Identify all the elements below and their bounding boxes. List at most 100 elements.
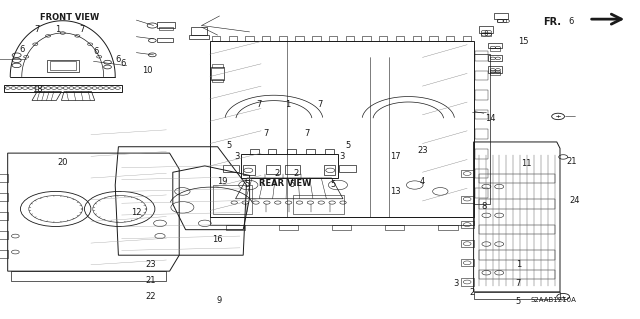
Text: 2: 2 [470, 288, 475, 297]
Text: 3: 3 [339, 152, 344, 161]
Text: 19: 19 [218, 177, 228, 186]
Text: 21: 21 [566, 157, 577, 166]
Bar [250, 149, 259, 154]
Bar [461, 240, 474, 247]
Bar [4, 85, 122, 92]
Bar [0, 193, 8, 201]
Bar [241, 154, 338, 178]
Bar [11, 271, 166, 281]
Bar [189, 35, 209, 39]
Bar [157, 22, 175, 28]
Bar [474, 54, 490, 204]
Bar [268, 149, 276, 154]
Bar [47, 60, 79, 72]
Text: 5: 5 [227, 141, 232, 150]
Bar [461, 259, 474, 266]
Text: 14: 14 [485, 114, 495, 123]
Bar [329, 36, 337, 41]
Bar [306, 149, 315, 154]
Bar [396, 36, 404, 41]
Bar [379, 36, 387, 41]
Bar [296, 36, 304, 41]
Bar [488, 55, 502, 61]
Bar [324, 165, 335, 175]
Text: 17: 17 [390, 152, 401, 161]
Bar [479, 225, 555, 234]
Bar [0, 250, 8, 258]
Text: 5: 5 [516, 297, 521, 306]
Bar [0, 212, 8, 220]
Text: 6: 6 [19, 45, 24, 54]
Bar [475, 169, 488, 178]
Bar [212, 79, 223, 82]
Text: 23: 23 [417, 146, 428, 155]
Bar [50, 61, 76, 70]
Bar [479, 199, 555, 209]
Bar [312, 36, 321, 41]
Text: 5: 5 [244, 180, 250, 189]
Text: 9: 9 [217, 296, 222, 305]
Text: 13: 13 [390, 187, 401, 196]
Bar [362, 36, 371, 41]
Text: 24: 24 [570, 197, 580, 205]
Bar [446, 36, 454, 41]
Bar [385, 225, 404, 230]
Text: 21: 21 [146, 276, 156, 285]
Bar [479, 250, 555, 260]
Bar [479, 174, 555, 183]
Bar [213, 185, 252, 214]
Bar [475, 188, 488, 198]
Bar [494, 13, 508, 19]
Bar [287, 149, 296, 154]
Text: 5: 5 [330, 180, 335, 189]
Bar [210, 217, 474, 225]
Bar [157, 38, 173, 42]
Bar [226, 225, 245, 230]
Bar [475, 149, 488, 159]
Text: 7: 7 [256, 100, 261, 109]
Text: 7: 7 [305, 130, 310, 138]
Text: 1: 1 [516, 260, 521, 269]
Bar [243, 165, 255, 175]
Bar [0, 231, 8, 239]
Bar [339, 165, 356, 172]
Bar [212, 64, 223, 68]
Bar [228, 36, 237, 41]
Text: 22: 22 [146, 292, 156, 300]
Bar [293, 195, 344, 214]
Text: 1: 1 [285, 100, 291, 109]
Bar [461, 221, 474, 228]
Text: 7: 7 [516, 279, 521, 288]
Text: 11: 11 [521, 159, 531, 168]
Text: 6: 6 [121, 59, 126, 68]
Bar [346, 36, 354, 41]
Text: 2: 2 [294, 169, 299, 178]
Bar [490, 72, 500, 75]
Bar [461, 278, 474, 286]
Text: 12: 12 [131, 208, 141, 217]
Text: 5: 5 [345, 141, 350, 150]
Bar [490, 48, 500, 51]
Bar [191, 27, 207, 35]
Text: 20: 20 [58, 158, 68, 167]
Bar [0, 174, 8, 182]
Text: 5: 5 [289, 180, 294, 189]
Bar [279, 225, 298, 230]
Bar [474, 292, 560, 299]
Bar [461, 170, 474, 177]
Text: 10: 10 [142, 66, 152, 75]
Bar [266, 165, 280, 174]
Text: 8: 8 [481, 202, 486, 211]
Bar [159, 27, 173, 30]
Bar [438, 225, 458, 230]
Bar [325, 149, 334, 154]
Text: 3: 3 [234, 152, 239, 161]
Bar [332, 225, 351, 230]
Bar [463, 36, 471, 41]
Bar [279, 36, 287, 41]
Bar [488, 66, 502, 73]
Text: 16: 16 [212, 235, 223, 244]
Text: 7: 7 [79, 25, 84, 34]
Bar [481, 33, 491, 36]
Text: REAR VIEW: REAR VIEW [259, 179, 311, 188]
